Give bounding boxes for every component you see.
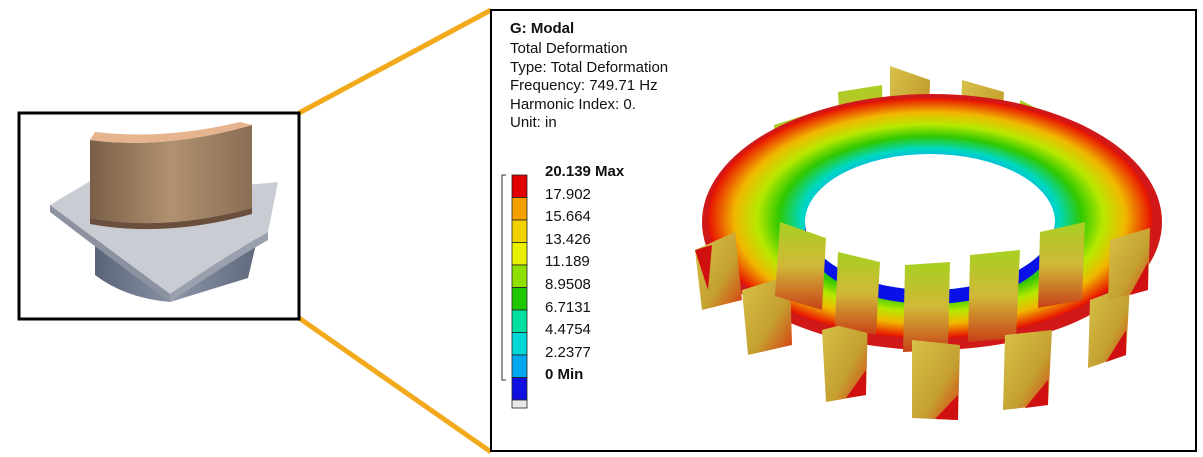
legend-swatch [511, 377, 528, 401]
deformation-ring-model [695, 66, 1162, 420]
legend-label: 17.902 [545, 185, 591, 203]
legend-color-bar [511, 174, 528, 409]
legend-label: 4.4754 [545, 321, 591, 339]
legend-label: 0 Min [545, 366, 584, 384]
legend-swatch [511, 219, 528, 243]
legend-label: 8.9508 [545, 276, 591, 293]
frequency-readout: Frequency: 749.71 Hz [510, 77, 658, 94]
legend-swatch [511, 354, 528, 378]
legend-swatch [511, 264, 528, 288]
legend-bracket [501, 174, 506, 381]
info-block: Total Deformation Type: Total Deformatio… [510, 40, 668, 133]
result-name: Total Deformation [510, 40, 628, 57]
connector-line-bottom [297, 315, 493, 455]
blade-segment-model [50, 122, 278, 302]
legend-swatch [511, 309, 528, 333]
legend-label: 13.426 [545, 230, 591, 248]
connector-line-top [297, 7, 493, 116]
legend-label: 6.7131 [545, 298, 591, 316]
legend-swatch [511, 332, 528, 356]
legend-swatch [511, 242, 528, 266]
legend-label: 20.139 Max [545, 163, 625, 180]
legend-label: 11.189 [545, 253, 590, 271]
legend-label: 2.2377 [545, 343, 591, 361]
legend-swatch [511, 174, 528, 198]
harmonic-index: Harmonic Index: 0. [510, 95, 636, 113]
unit-readout: Unit: in [510, 114, 557, 131]
legend-swatch [511, 197, 528, 221]
analysis-title: G: Modal [510, 20, 575, 37]
result-type: Type: Total Deformation [510, 58, 669, 76]
legend-swatch [511, 287, 528, 311]
legend-label: 15.664 [545, 208, 591, 226]
legend-swatch-below-min [511, 399, 528, 409]
